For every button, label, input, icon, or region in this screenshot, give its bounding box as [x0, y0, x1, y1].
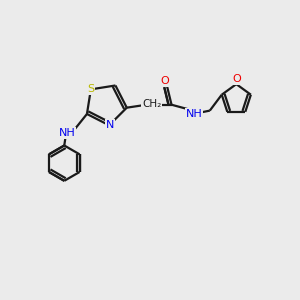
Text: S: S	[87, 84, 94, 94]
Text: N: N	[106, 120, 114, 130]
Text: CH₂: CH₂	[142, 99, 161, 109]
Text: NH: NH	[59, 128, 76, 138]
Text: NH: NH	[185, 109, 202, 119]
Text: O: O	[160, 76, 169, 86]
Text: O: O	[232, 74, 241, 84]
